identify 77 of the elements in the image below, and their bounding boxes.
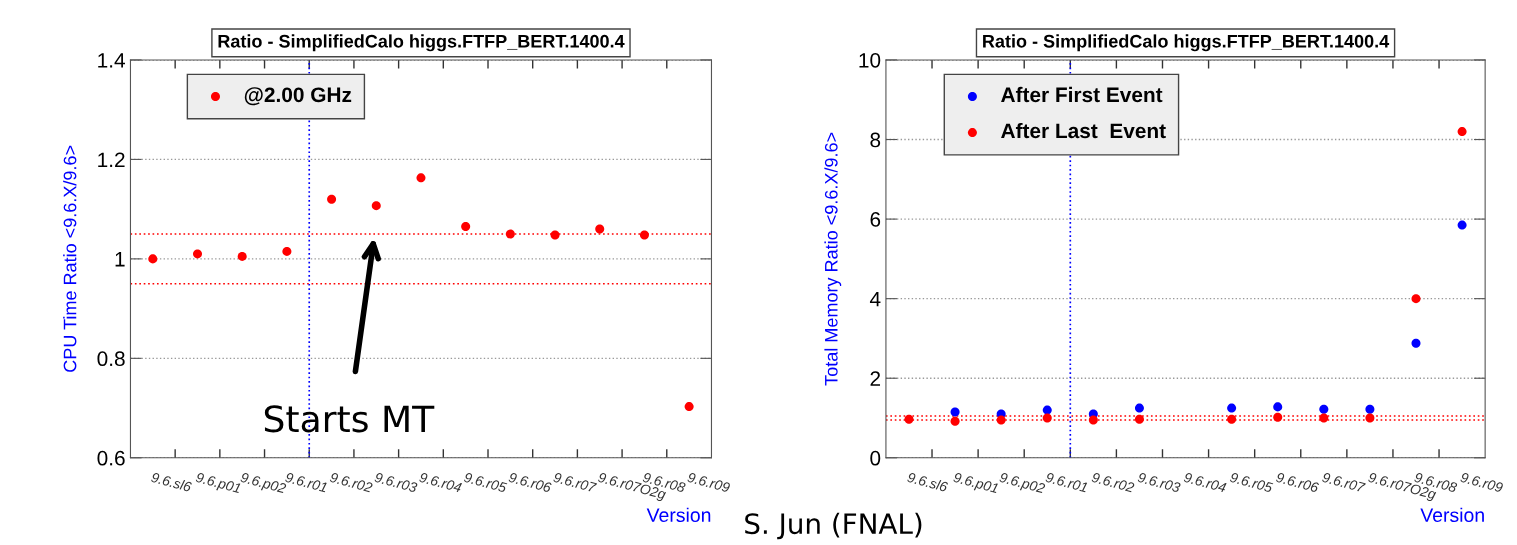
point <box>684 402 694 412</box>
point <box>1365 413 1375 423</box>
x-tick-label: 9.6.r02 <box>1091 472 1135 493</box>
x-tick-label: 9.6.r07 <box>1321 472 1366 493</box>
point <box>461 222 471 232</box>
x-tick-label: 9.6.r03 <box>374 472 418 493</box>
y-tick-label: 0.6 <box>97 450 125 466</box>
point <box>282 246 292 256</box>
point <box>1273 412 1283 422</box>
point <box>1457 220 1467 230</box>
x-axis-title: Version <box>1420 507 1484 523</box>
y-tick-label: 4 <box>869 291 881 307</box>
x-tick-label: 9.6.r09 <box>686 472 731 493</box>
y-tick-label: 6 <box>870 212 881 227</box>
point <box>371 201 381 211</box>
legend-label: After Last Event <box>1001 122 1166 139</box>
y-tick-label: 1.2 <box>98 152 125 167</box>
x-tick-label: 9.6.r06 <box>508 472 553 493</box>
point <box>1227 414 1237 424</box>
y-tick-label: 1 <box>115 252 125 267</box>
y-tick-label: 1.4 <box>98 53 125 68</box>
x-tick-label: 9.6.r09 <box>1459 472 1504 493</box>
point <box>550 230 560 240</box>
point <box>148 254 158 264</box>
point <box>996 415 1006 425</box>
point <box>416 173 426 183</box>
point <box>950 416 960 426</box>
point <box>505 229 515 239</box>
point <box>1411 338 1421 348</box>
point <box>1319 404 1329 414</box>
point <box>1088 415 1098 425</box>
point <box>950 407 960 417</box>
point <box>327 194 337 204</box>
point <box>595 224 605 234</box>
x-axis-title: Version <box>646 507 711 523</box>
point <box>1365 404 1375 414</box>
x-tick-label: 9.6.r04 <box>1183 472 1227 493</box>
y-tick-label: 0 <box>870 450 881 466</box>
point <box>904 414 914 424</box>
y-tick-label: 0.8 <box>97 351 125 367</box>
x-tick-label: 9.6.r05 <box>463 472 508 493</box>
point <box>237 251 247 261</box>
point <box>639 230 649 240</box>
y-axis-title: Total Memory Ratio <9.6.X/9.6> <box>824 132 842 386</box>
point <box>1227 403 1237 413</box>
x-tick-label: 9.6.p02 <box>998 472 1046 497</box>
y-axis-title: CPU Time Ratio <9.6.X/9.6> <box>63 145 77 372</box>
x-tick-label: 9.6.r07 <box>552 472 598 493</box>
x-tick-label: 9.6.r01 <box>284 472 328 493</box>
point <box>193 249 202 259</box>
text: S. Jun (FNAL) <box>745 512 922 540</box>
x-tick-label: 9.6.r01 <box>1045 472 1088 493</box>
chart-title: Ratio - SimplifiedCalo higgs.FTFP_BERT.1400.4 <box>218 34 625 52</box>
point <box>1319 413 1329 423</box>
point <box>1411 294 1421 304</box>
point <box>1042 405 1052 415</box>
y-tick-label: 10 <box>859 52 881 68</box>
x-tick-label: 9.6.sl6 <box>150 471 193 493</box>
x-tick-label: 9.6.r04 <box>418 472 463 493</box>
point <box>1273 402 1283 412</box>
point <box>1042 413 1052 423</box>
x-tick-label: 9.6.r06 <box>1275 472 1320 493</box>
chart-title: Ratio - SimplifiedCalo higgs.FTFP_BERT.1400.4 <box>983 34 1390 52</box>
annotation: Starts MT <box>264 405 435 433</box>
y-tick-label: 8 <box>870 132 881 148</box>
x-tick-label: 9.6.p01 <box>952 472 999 496</box>
point <box>1134 403 1144 413</box>
x-tick-label: 9.6.r05 <box>1229 472 1274 493</box>
x-tick-label: 9.6.sl6 <box>906 471 949 493</box>
y-tick-label: 2 <box>870 371 881 386</box>
x-tick-label: 9.6.p02 <box>239 472 287 497</box>
point <box>1457 127 1467 137</box>
x-tick-label: 9.6.r03 <box>1137 472 1181 493</box>
legend-label: @2.00 GHz <box>244 87 352 106</box>
x-tick-label: 9.6.r02 <box>329 472 374 493</box>
legend-label: After First Event <box>1001 86 1163 103</box>
point <box>1134 414 1144 424</box>
